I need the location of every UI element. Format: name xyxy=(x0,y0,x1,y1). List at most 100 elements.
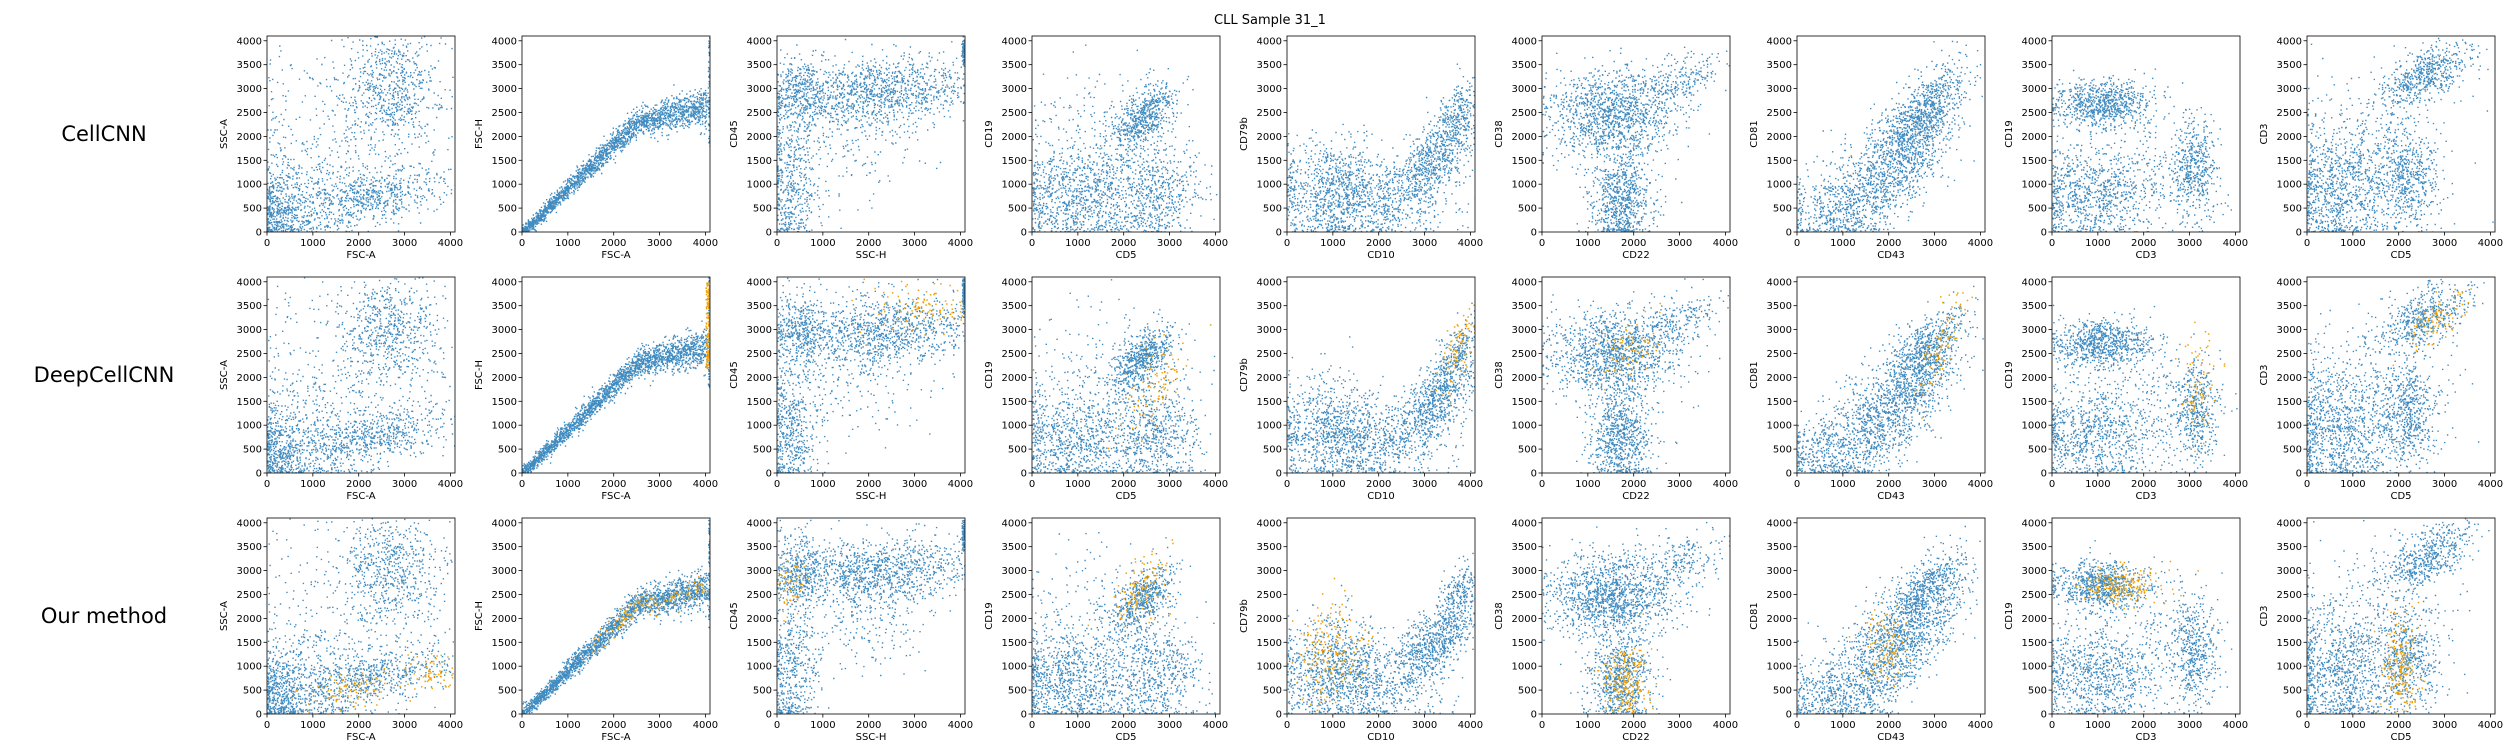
y-tick-label: 500 xyxy=(243,445,262,456)
x-tick-label: 4000 xyxy=(2478,720,2503,731)
y-tick-label: 2000 xyxy=(1512,373,1537,384)
y-tick-label: 2000 xyxy=(1257,373,1282,384)
x-tick-label: 4000 xyxy=(948,720,973,731)
y-tick-label: 0 xyxy=(256,469,262,480)
y-tick-label: 2000 xyxy=(492,132,517,143)
y-tick-label: 1500 xyxy=(237,156,262,167)
x-tick-label: 3000 xyxy=(2177,479,2202,490)
y-tick-label: 1500 xyxy=(747,156,772,167)
y-tick-label: 4000 xyxy=(747,518,772,529)
y-tick-label: 3000 xyxy=(2022,84,2047,95)
x-tick-label: 0 xyxy=(2304,720,2310,731)
y-tick-label: 0 xyxy=(1021,228,1027,239)
y-tick-label: 500 xyxy=(2028,686,2047,697)
x-axis-label: FSC-A xyxy=(601,732,630,743)
plot-area xyxy=(267,518,455,714)
row-label: DeepCellCNN xyxy=(34,363,175,387)
y-tick-label: 4000 xyxy=(2022,277,2047,288)
x-tick-label: 2000 xyxy=(2131,238,2156,249)
x-tick-label: 3000 xyxy=(1922,479,1947,490)
x-tick-label: 3000 xyxy=(647,720,672,731)
y-tick-label: 0 xyxy=(511,710,517,721)
x-tick-label: 2000 xyxy=(2386,720,2411,731)
y-tick-label: 0 xyxy=(1021,469,1027,480)
y-tick-label: 3500 xyxy=(237,60,262,71)
x-tick-label: 4000 xyxy=(2478,479,2503,490)
x-axis-label: FSC-A xyxy=(346,250,375,261)
x-tick-label: 2000 xyxy=(1876,479,1901,490)
x-axis-label: CD5 xyxy=(2390,491,2411,502)
y-tick-label: 2500 xyxy=(237,108,262,119)
y-tick-label: 3500 xyxy=(1257,60,1282,71)
y-tick-label: 3500 xyxy=(1767,301,1792,312)
y-tick-label: 2000 xyxy=(2022,132,2047,143)
y-tick-label: 2000 xyxy=(237,132,262,143)
y-axis-label: CD79b xyxy=(1239,117,1250,151)
x-axis-label: CD5 xyxy=(1115,491,1136,502)
x-tick-label: 0 xyxy=(1794,479,1800,490)
y-axis-label: SSC-A xyxy=(219,119,230,149)
x-tick-label: 0 xyxy=(1029,479,1035,490)
y-tick-label: 4000 xyxy=(2022,36,2047,47)
x-axis-label: SSC-H xyxy=(856,732,887,743)
x-tick-label: 2000 xyxy=(1111,479,1136,490)
y-tick-label: 1500 xyxy=(1257,397,1282,408)
y-tick-label: 2000 xyxy=(1257,132,1282,143)
y-tick-label: 4000 xyxy=(1002,36,1027,47)
x-tick-label: 4000 xyxy=(693,479,718,490)
y-axis-label: CD19 xyxy=(984,602,995,629)
y-tick-label: 1500 xyxy=(1002,397,1027,408)
y-tick-label: 500 xyxy=(1008,204,1027,215)
x-tick-label: 2000 xyxy=(1366,479,1391,490)
y-tick-label: 1000 xyxy=(492,421,517,432)
y-tick-label: 2000 xyxy=(747,614,772,625)
y-tick-label: 3500 xyxy=(1002,301,1027,312)
y-tick-label: 1000 xyxy=(1512,662,1537,673)
y-tick-label: 1000 xyxy=(1767,662,1792,673)
x-tick-label: 0 xyxy=(1539,720,1545,731)
x-tick-label: 0 xyxy=(2049,238,2055,249)
y-tick-label: 500 xyxy=(1773,445,1792,456)
y-axis-label: FSC-H xyxy=(474,119,485,149)
x-tick-label: 3000 xyxy=(1667,479,1692,490)
y-axis-label: CD19 xyxy=(2004,361,2015,388)
x-tick-label: 0 xyxy=(1539,479,1545,490)
x-tick-label: 0 xyxy=(264,238,270,249)
x-tick-label: 0 xyxy=(2304,479,2310,490)
y-tick-label: 4000 xyxy=(2277,36,2302,47)
y-tick-label: 500 xyxy=(1518,445,1537,456)
y-axis-label: FSC-H xyxy=(474,601,485,631)
y-tick-label: 2000 xyxy=(237,614,262,625)
x-tick-label: 3000 xyxy=(902,720,927,731)
x-tick-label: 1000 xyxy=(1065,479,1090,490)
x-tick-label: 2000 xyxy=(1621,238,1646,249)
x-axis-label: FSC-A xyxy=(601,250,630,261)
y-axis-label: CD3 xyxy=(2259,123,2270,144)
y-tick-label: 2500 xyxy=(2022,590,2047,601)
y-tick-label: 4000 xyxy=(1257,36,1282,47)
y-tick-label: 1500 xyxy=(1767,638,1792,649)
y-tick-label: 3500 xyxy=(1512,542,1537,553)
y-tick-label: 1500 xyxy=(747,397,772,408)
x-tick-label: 0 xyxy=(264,720,270,731)
x-tick-label: 1000 xyxy=(1830,238,1855,249)
y-tick-label: 2000 xyxy=(2277,373,2302,384)
y-tick-label: 2000 xyxy=(1512,614,1537,625)
x-tick-label: 0 xyxy=(1029,238,1035,249)
x-tick-label: 0 xyxy=(774,238,780,249)
x-axis-label: CD3 xyxy=(2135,732,2156,743)
x-tick-label: 2000 xyxy=(1111,238,1136,249)
x-tick-label: 3000 xyxy=(1922,720,1947,731)
y-tick-label: 4000 xyxy=(1257,277,1282,288)
y-tick-label: 500 xyxy=(1008,445,1027,456)
y-tick-label: 1500 xyxy=(492,156,517,167)
y-tick-label: 500 xyxy=(498,445,517,456)
x-tick-label: 4000 xyxy=(1713,238,1738,249)
